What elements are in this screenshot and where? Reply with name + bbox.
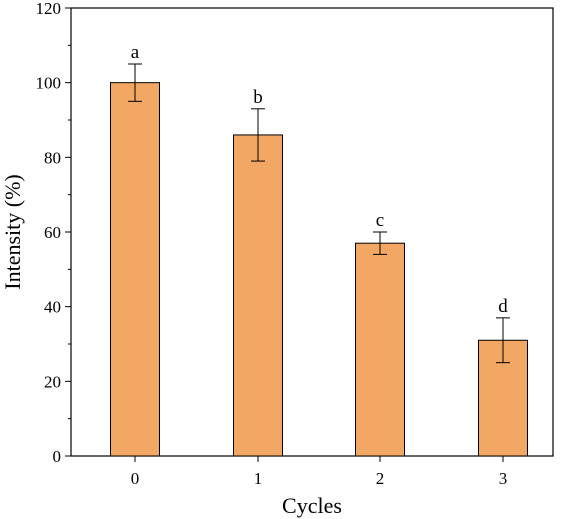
- y-tick-label: 100: [36, 74, 62, 93]
- x-tick-label: 0: [131, 469, 140, 488]
- bar-1: [233, 134, 283, 457]
- significance-label-d: d: [498, 296, 508, 317]
- y-tick-label: 20: [44, 372, 61, 391]
- error-bar-2: [373, 231, 387, 255]
- bars-group: a b c d: [110, 42, 528, 457]
- significance-label-c: c: [376, 210, 384, 231]
- x-axis-title: Cycles: [282, 493, 342, 518]
- y-tick-label: 0: [53, 447, 62, 466]
- x-tick-label: 2: [376, 469, 385, 488]
- y-tick-label: 120: [36, 0, 62, 18]
- bar-2: [355, 242, 405, 457]
- significance-label-b: b: [253, 87, 263, 108]
- y-axis-title: Intensity (%): [0, 174, 25, 289]
- x-tick-label: 1: [254, 469, 263, 488]
- y-tick-label: 40: [44, 298, 61, 317]
- x-tick-label: 3: [499, 469, 508, 488]
- y-tick-label: 60: [44, 223, 61, 242]
- error-bar-1: [251, 108, 265, 162]
- axes-group: 0 20 40 60 80 100 120 0 1 2 3: [36, 0, 508, 488]
- error-bar-0: [128, 63, 142, 102]
- y-tick-label: 80: [44, 148, 61, 167]
- error-bar-3: [496, 317, 510, 364]
- bar-0: [110, 82, 160, 457]
- significance-label-a: a: [131, 42, 140, 63]
